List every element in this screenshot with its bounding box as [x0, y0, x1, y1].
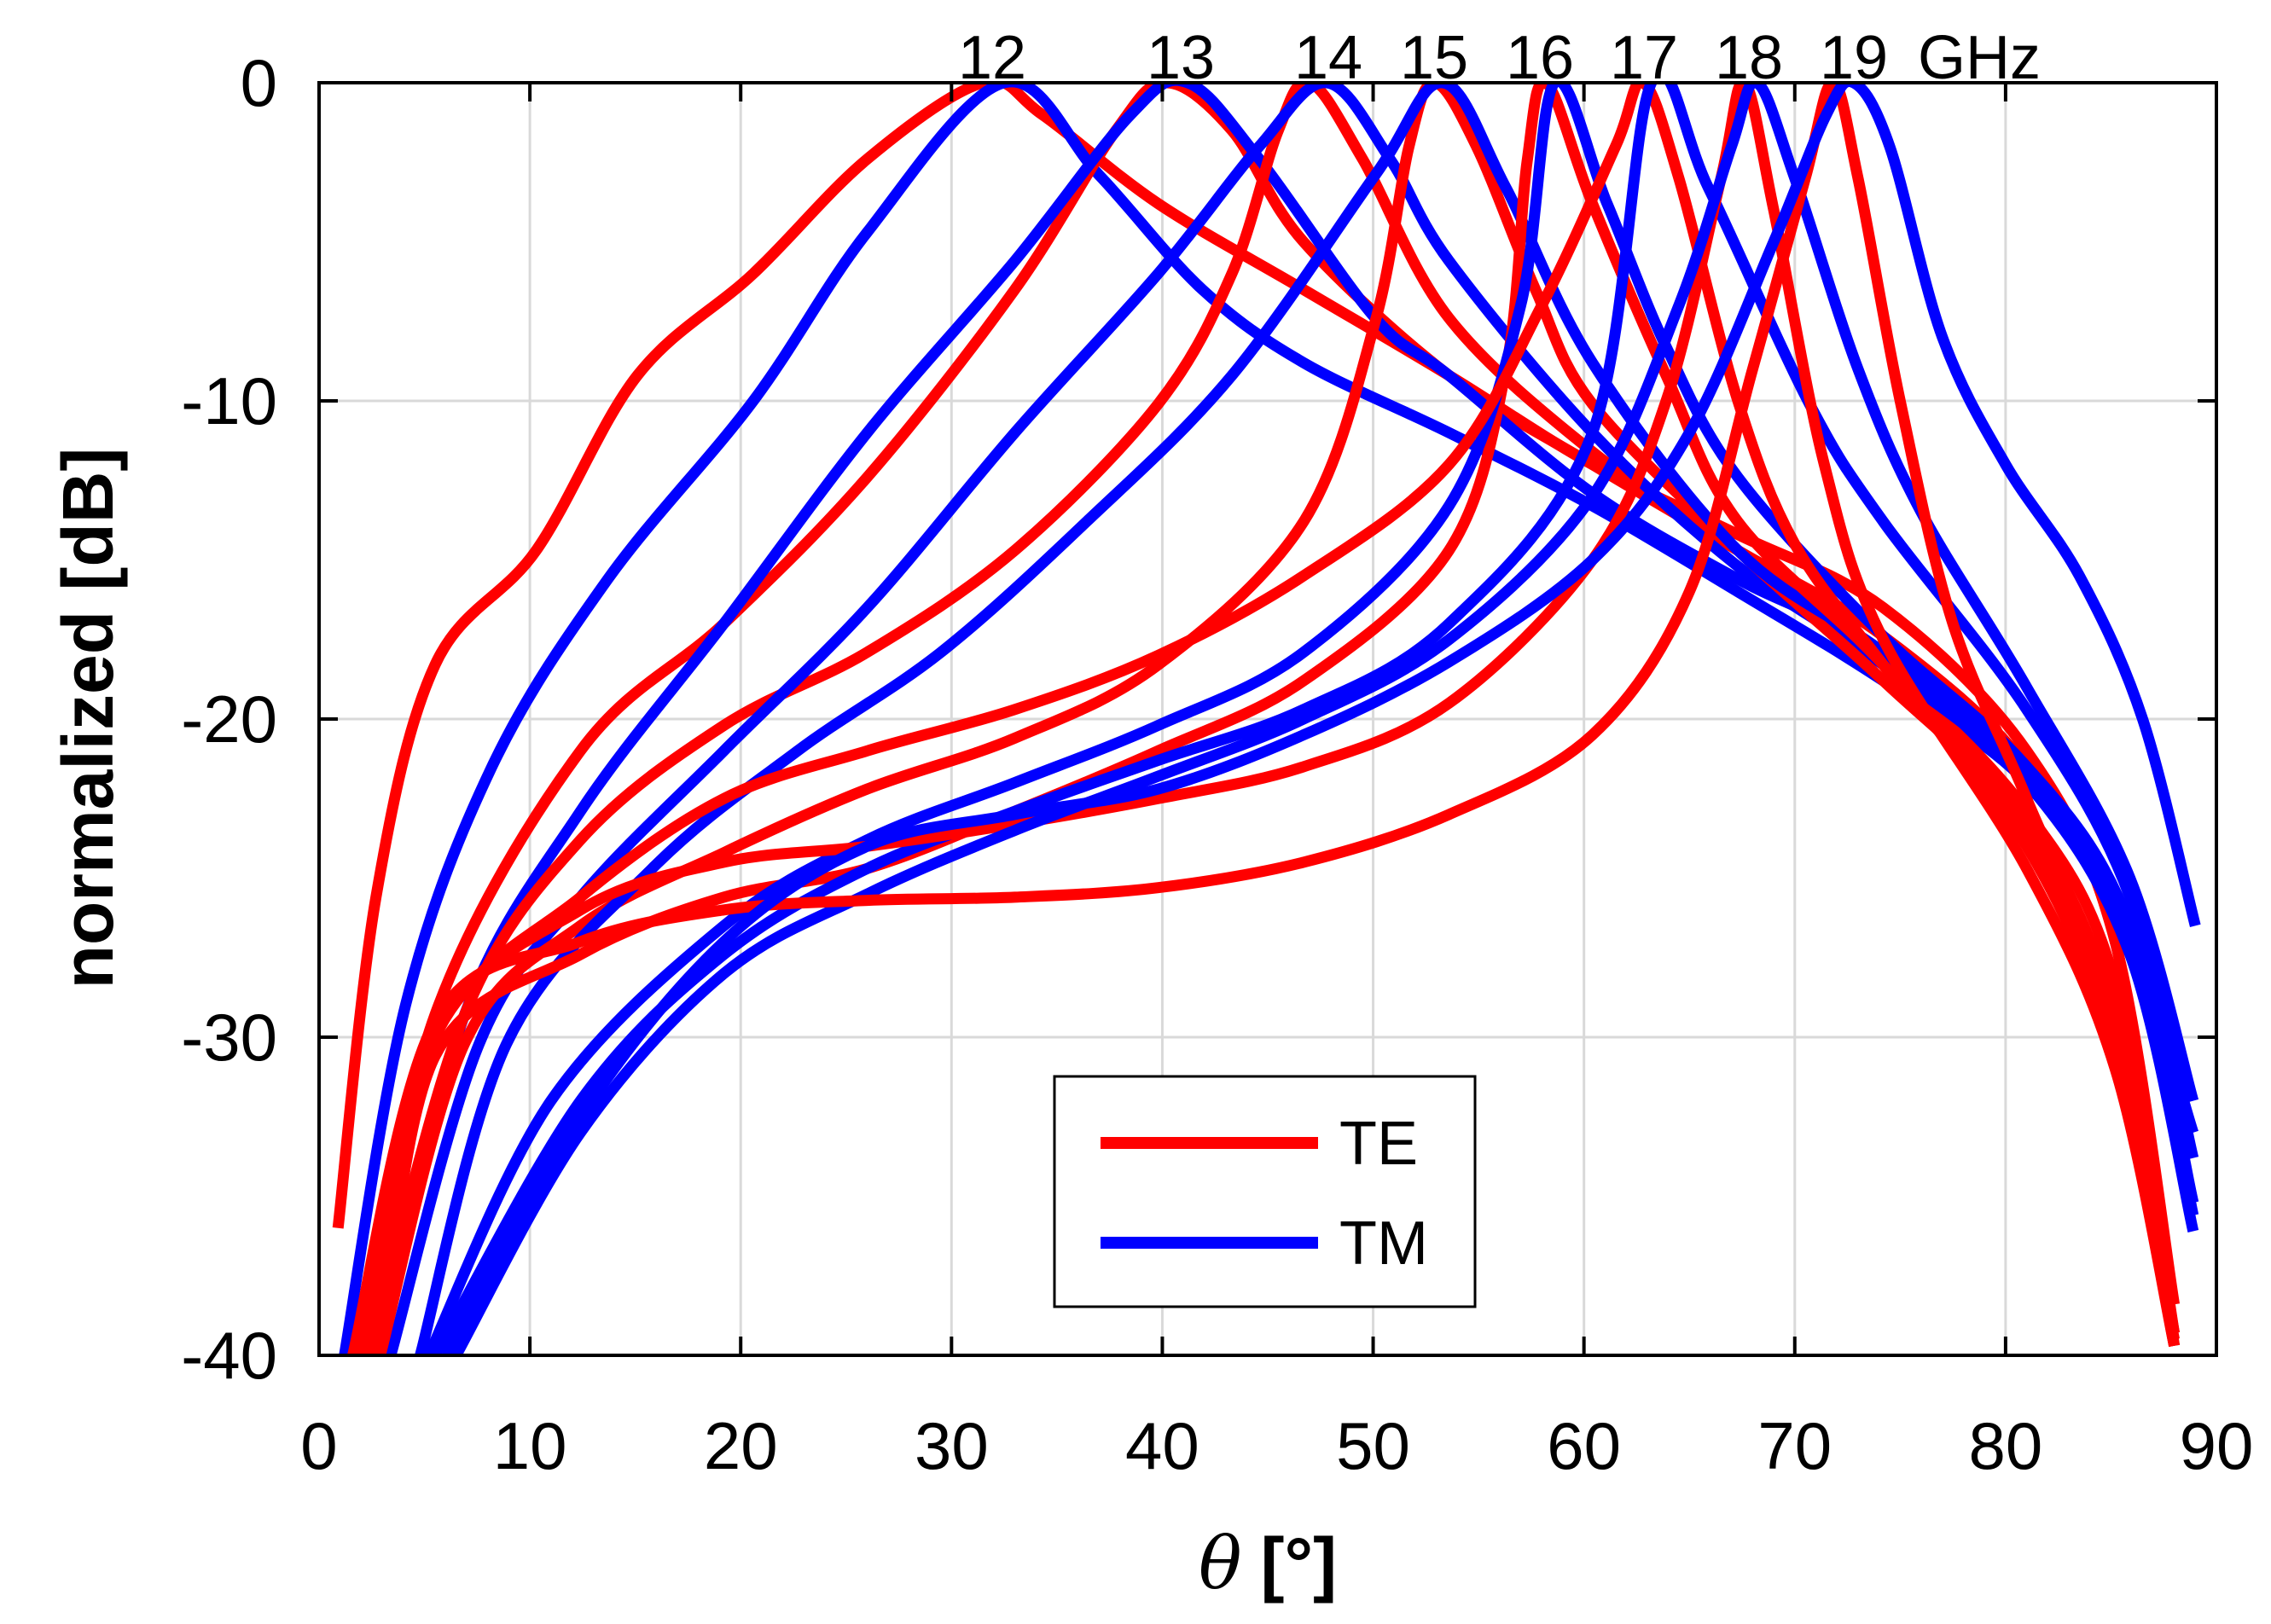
x-tick-label: 30 [915, 1408, 989, 1483]
frequency-label-19: 19 [1820, 24, 1888, 92]
x-tick-label: 20 [704, 1408, 778, 1483]
y-tick-label: -40 [181, 1318, 277, 1393]
series-tm-17ghz [430, 83, 2199, 1355]
x-tick-label: 60 [1547, 1408, 1621, 1483]
frequency-label-13: 13 [1147, 24, 1215, 92]
legend-box [1053, 1075, 1477, 1308]
legend-label-tm: TM [1339, 1209, 1428, 1278]
series-te-18ghz [363, 83, 2180, 1355]
series-tm-16ghz [423, 83, 2199, 1355]
frequency-label-14: 14 [1294, 24, 1362, 92]
x-tick-label: 0 [300, 1408, 337, 1483]
axis-ticks: 0 10 20 30 40 50 60 70 80 90 0 -10 -20 -30 -40 [181, 45, 2253, 1483]
series-tm-18ghz [450, 83, 2199, 1355]
x-tick-label: 90 [2180, 1408, 2254, 1483]
y-axis-label: normalized [dB] [48, 448, 128, 989]
frequency-label-18: 18 [1715, 24, 1783, 92]
x-axis-label: θ [°] [1199, 1522, 1337, 1605]
x-axis-unit: [°] [1261, 1523, 1338, 1604]
frequency-label-17: 17 [1610, 24, 1678, 92]
x-tick-label: 10 [493, 1408, 567, 1483]
x-tick-label: 80 [1969, 1408, 2043, 1483]
frequency-label-15: 15 [1400, 24, 1468, 92]
x-axis-symbol: θ [1199, 1522, 1242, 1605]
y-tick-label: 0 [241, 45, 277, 120]
y-tick-label: -30 [181, 1000, 277, 1075]
series-tm-19ghz [440, 83, 2201, 1355]
x-tick-label: 50 [1336, 1408, 1410, 1483]
series-lines [332, 83, 2201, 1355]
x-tick-label: 40 [1125, 1408, 1199, 1483]
series-te-14ghz [364, 83, 2181, 1355]
series-te-19ghz [347, 83, 2180, 1355]
y-tick-label: -20 [181, 682, 277, 757]
x-tick-label: 70 [1757, 1408, 1832, 1483]
legend: TE TM [1053, 1075, 1477, 1308]
y-tick-label: -10 [181, 363, 277, 438]
frequency-labels: 12 13 14 15 16 17 18 19 [958, 24, 1888, 92]
frequency-label-16: 16 [1506, 24, 1574, 92]
frequency-unit: GHz [1918, 24, 2041, 92]
legend-label-te: TE [1339, 1110, 1418, 1178]
frequency-label-12: 12 [958, 24, 1026, 92]
